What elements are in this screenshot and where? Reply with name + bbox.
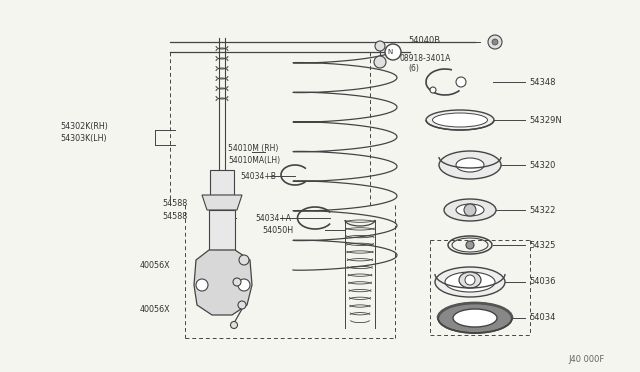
Text: J40 000F: J40 000F bbox=[568, 356, 604, 365]
Text: 54322: 54322 bbox=[529, 205, 556, 215]
Circle shape bbox=[430, 87, 436, 93]
Circle shape bbox=[385, 44, 401, 60]
Ellipse shape bbox=[438, 303, 512, 333]
Text: 54040B: 54040B bbox=[408, 35, 440, 45]
Circle shape bbox=[375, 41, 385, 51]
Circle shape bbox=[466, 241, 474, 249]
Text: 54034+B: 54034+B bbox=[240, 171, 276, 180]
Text: 54034: 54034 bbox=[529, 314, 556, 323]
Circle shape bbox=[464, 204, 476, 216]
Polygon shape bbox=[202, 195, 242, 210]
Ellipse shape bbox=[444, 199, 496, 221]
Ellipse shape bbox=[459, 272, 481, 288]
Circle shape bbox=[465, 275, 475, 285]
Circle shape bbox=[492, 39, 498, 45]
Text: 54320: 54320 bbox=[529, 160, 556, 170]
Ellipse shape bbox=[453, 309, 497, 327]
Circle shape bbox=[374, 56, 386, 68]
Circle shape bbox=[233, 278, 241, 286]
Text: 54034+A: 54034+A bbox=[255, 214, 291, 222]
Text: 40056X: 40056X bbox=[140, 305, 171, 314]
Text: 54325: 54325 bbox=[529, 241, 556, 250]
Ellipse shape bbox=[456, 158, 484, 172]
Bar bbox=[210, 170, 234, 195]
Ellipse shape bbox=[439, 151, 501, 179]
Text: N: N bbox=[387, 49, 392, 55]
Ellipse shape bbox=[435, 267, 505, 297]
Text: 54302K(RH): 54302K(RH) bbox=[60, 122, 108, 131]
Circle shape bbox=[239, 255, 249, 265]
Text: 40056X: 40056X bbox=[140, 260, 171, 269]
Text: 54303K(LH): 54303K(LH) bbox=[60, 134, 107, 142]
Polygon shape bbox=[194, 250, 252, 315]
Circle shape bbox=[196, 279, 208, 291]
Text: (6): (6) bbox=[408, 64, 419, 73]
Circle shape bbox=[238, 301, 246, 309]
Ellipse shape bbox=[433, 113, 488, 127]
Circle shape bbox=[456, 77, 466, 87]
Text: 54050H: 54050H bbox=[262, 225, 293, 234]
Ellipse shape bbox=[445, 272, 495, 292]
Text: 54588: 54588 bbox=[162, 212, 188, 221]
Ellipse shape bbox=[426, 110, 494, 130]
Circle shape bbox=[488, 35, 502, 49]
Text: 54329N: 54329N bbox=[529, 115, 562, 125]
Circle shape bbox=[230, 321, 237, 328]
Text: 54010MA(LH): 54010MA(LH) bbox=[228, 155, 280, 164]
Bar bbox=[209, 210, 235, 250]
Ellipse shape bbox=[456, 204, 484, 216]
Text: 54036: 54036 bbox=[529, 278, 556, 286]
Text: 54010M (RH): 54010M (RH) bbox=[228, 144, 278, 153]
Text: 54588: 54588 bbox=[162, 199, 188, 208]
Text: 08918-3401A: 08918-3401A bbox=[400, 54, 451, 62]
Circle shape bbox=[238, 279, 250, 291]
Text: 54348: 54348 bbox=[529, 77, 556, 87]
